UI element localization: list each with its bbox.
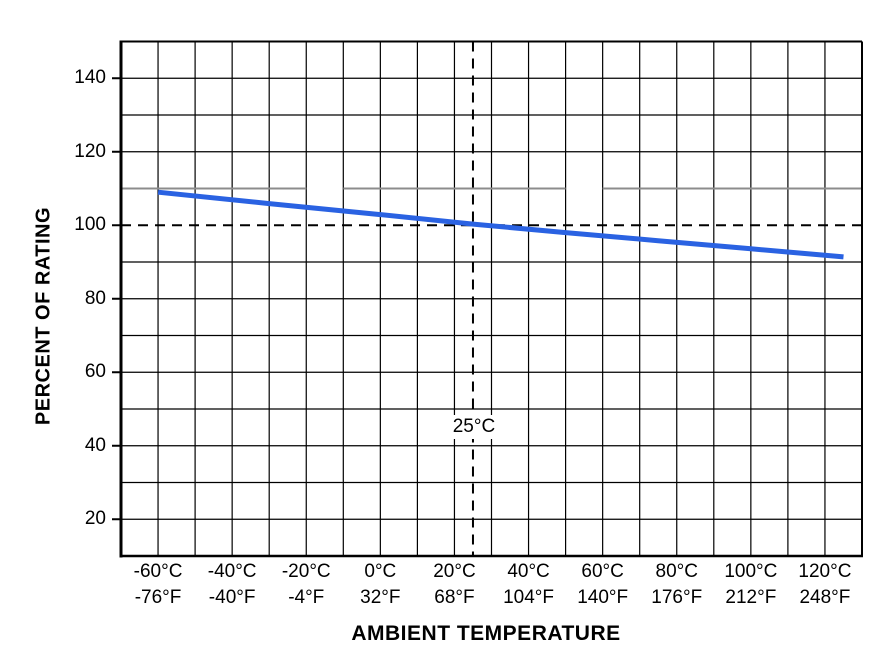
x-tick-label: 60°C 140°F bbox=[577, 559, 628, 611]
x-tick-label-fahrenheit: -40°F bbox=[208, 587, 256, 608]
x-tick-label: 80°C 176°F bbox=[651, 559, 702, 611]
x-tick-label-fahrenheit: -4°F bbox=[288, 587, 325, 608]
x-tick-label-fahrenheit: 68°F bbox=[434, 587, 475, 608]
x-tick-label: 0°C 32°F bbox=[360, 559, 400, 611]
y-tick-label: 100 bbox=[74, 214, 106, 236]
x-tick-label: 40°C 104°F bbox=[503, 559, 554, 611]
x-tick-label-celsius: 20°C bbox=[433, 561, 476, 582]
x-tick-label-fahrenheit: 140°F bbox=[577, 587, 629, 608]
y-axis-title: PERCENT OF RATING bbox=[32, 206, 55, 426]
x-tick-label-celsius: 100°C bbox=[724, 561, 778, 582]
x-tick-label: 120°C 248°F bbox=[798, 559, 851, 611]
y-tick-label: 40 bbox=[84, 434, 106, 456]
x-tick-label-celsius: 80°C bbox=[655, 561, 698, 582]
x-tick-label-fahrenheit: 176°F bbox=[651, 587, 703, 608]
x-tick-label: -40°C -40°F bbox=[208, 559, 257, 611]
x-tick-label-celsius: 0°C bbox=[364, 561, 397, 582]
x-tick-label-fahrenheit: 32°F bbox=[360, 587, 401, 608]
x-tick-label-celsius: 120°C bbox=[798, 561, 852, 582]
x-tick-label-celsius: -40°C bbox=[207, 561, 257, 582]
y-tick-label: 20 bbox=[84, 508, 106, 530]
x-tick-label: -60°C -76°F bbox=[134, 559, 183, 611]
y-tick-label: 80 bbox=[84, 287, 106, 309]
x-tick-label-fahrenheit: 104°F bbox=[503, 587, 554, 608]
x-tick-label-celsius: -20°C bbox=[281, 561, 331, 582]
y-tick-label: 120 bbox=[74, 140, 106, 162]
x-tick-label-celsius: 60°C bbox=[581, 561, 624, 582]
x-tick-label: 20°C 68°F bbox=[433, 559, 475, 611]
x-axis-title: AMBIENT TEMPERATURE bbox=[351, 622, 621, 645]
reference-temperature-label: 25°C bbox=[447, 415, 501, 439]
x-tick-label-fahrenheit: 212°F bbox=[725, 587, 777, 608]
x-tick-label: 100°C 212°F bbox=[724, 559, 777, 611]
x-tick-label-fahrenheit: -76°F bbox=[134, 587, 182, 608]
y-tick-label: 60 bbox=[84, 361, 106, 383]
x-tick-label: -20°C -4°F bbox=[282, 559, 331, 611]
x-tick-label-celsius: 40°C bbox=[507, 561, 550, 582]
x-tick-label-celsius: -60°C bbox=[133, 561, 183, 582]
y-tick-label: 140 bbox=[74, 67, 106, 89]
temperature-derating-curve bbox=[157, 189, 844, 260]
x-tick-label-fahrenheit: 248°F bbox=[799, 587, 851, 608]
